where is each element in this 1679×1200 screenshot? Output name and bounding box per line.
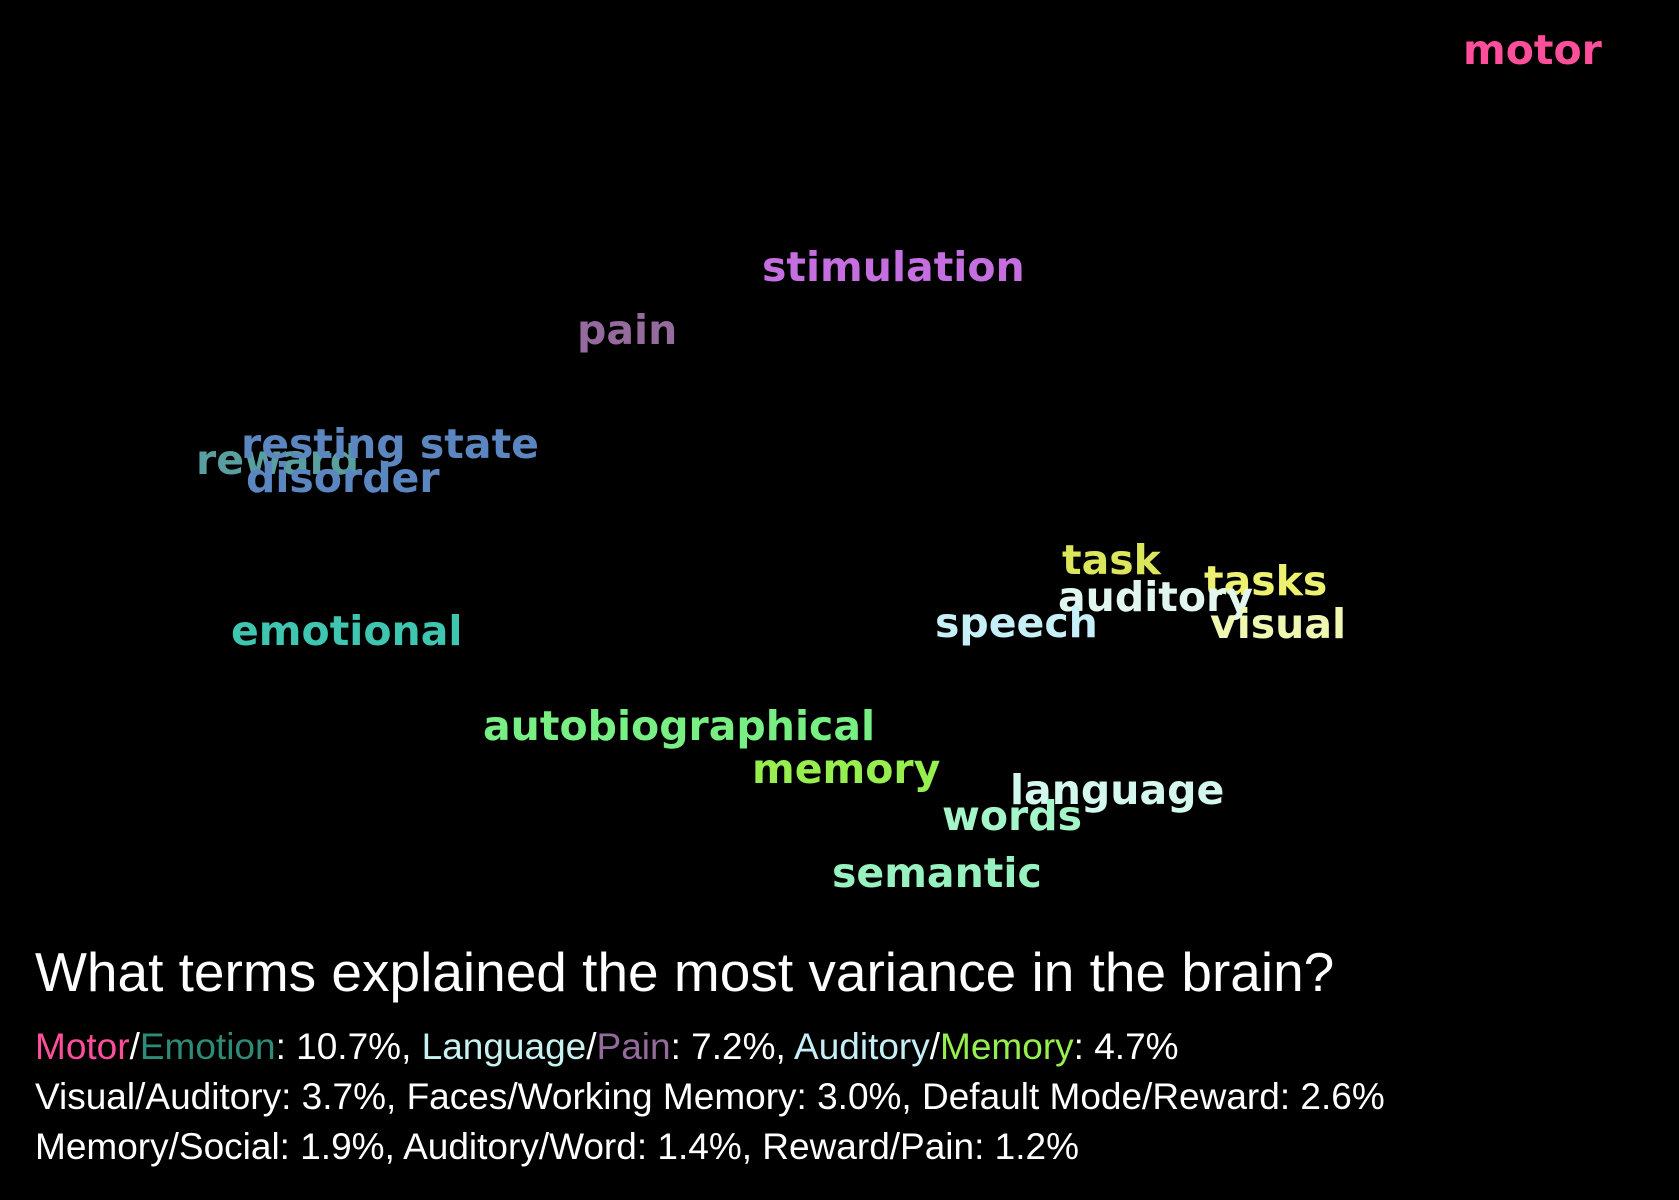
term-language: language: [1010, 766, 1225, 814]
variance-segment: /: [586, 1026, 597, 1067]
term-autobiographical: autobiographical: [483, 702, 876, 750]
term-pain: pain: [577, 306, 678, 354]
variance-segment: Auditory: [794, 1026, 930, 1067]
term-semantic: semantic: [832, 849, 1042, 897]
variance-segment: Motor: [35, 1026, 130, 1067]
term-resting-state: resting state: [241, 420, 539, 468]
variance-segment: : 7.2%,: [670, 1026, 795, 1067]
variance-line-3: Memory/Social: 1.9%, Auditory/Word: 1.4%…: [35, 1126, 1080, 1167]
variance-segment: /: [929, 1026, 941, 1067]
term-disorder: disorder: [246, 454, 440, 502]
variance-segment: : 4.7%: [1073, 1026, 1179, 1067]
term-auditory: auditory: [1058, 573, 1253, 621]
term-visual: visual: [1210, 600, 1347, 648]
variance-segment: Emotion: [139, 1026, 276, 1067]
term-emotional: emotional: [231, 607, 463, 655]
variance-segment: Language: [421, 1026, 587, 1067]
term-memory: memory: [752, 745, 941, 793]
term-speech: speech: [935, 599, 1098, 647]
caption: What terms explained the most variance i…: [35, 945, 1655, 1172]
term-stimulation: stimulation: [762, 243, 1025, 291]
variance-segment: /: [129, 1026, 140, 1067]
variance-line-1: Motor/Emotion: 10.7%, Language/Pain: 7.2…: [35, 1022, 1655, 1072]
term-motor: motor: [1463, 26, 1602, 74]
variance-segment: Pain: [596, 1026, 671, 1067]
variance-line-2: Visual/Auditory: 3.7%, Faces/Working Mem…: [35, 1076, 1385, 1117]
variance-segment: Memory: [940, 1026, 1074, 1067]
term-tasks: tasks: [1204, 557, 1328, 605]
variance-segment: : 10.7%,: [275, 1026, 422, 1067]
term-words: words: [942, 792, 1083, 840]
caption-title: What terms explained the most variance i…: [35, 941, 1335, 1003]
term-task: task: [1062, 536, 1161, 584]
term-reward: reward: [196, 436, 360, 484]
